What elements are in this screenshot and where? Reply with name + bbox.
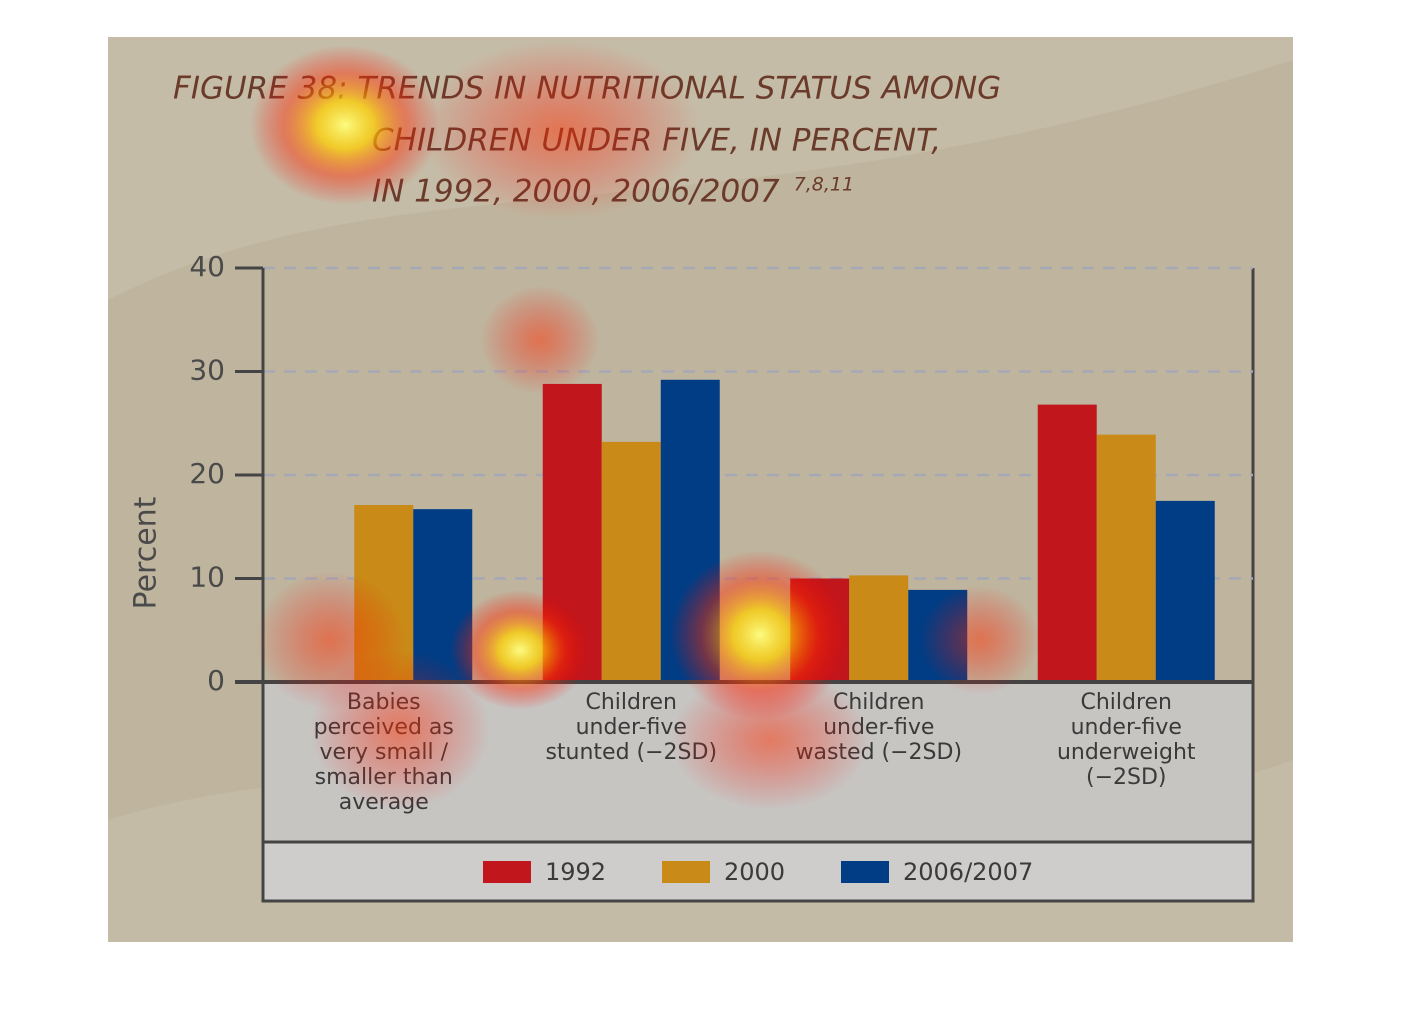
- bar: [849, 575, 909, 682]
- legend-swatch: [483, 861, 531, 883]
- bar: [660, 379, 720, 682]
- y-tick-label: 0: [207, 664, 225, 697]
- legend-label: 1992: [545, 858, 606, 886]
- bar: [354, 505, 414, 682]
- y-tick-label: 20: [189, 457, 225, 490]
- bar: [1155, 500, 1215, 682]
- chart-title: FIGURE 38: TRENDS IN NUTRITIONAL STATUS …: [173, 71, 1001, 107]
- legend-label: 2006/2007: [903, 858, 1033, 886]
- legend-swatch: [662, 861, 710, 883]
- title-note: 7,8,11: [794, 174, 854, 196]
- bar: [790, 578, 850, 682]
- chart-title: CHILDREN UNDER FIVE, IN PERCENT,: [372, 123, 941, 159]
- legend-label: 2000: [724, 858, 785, 886]
- y-axis-title: Percent: [129, 496, 164, 609]
- x-tick-label: Children under-five underweight (−2SD): [1057, 690, 1196, 790]
- bar: [601, 441, 661, 682]
- bar: [1037, 404, 1097, 682]
- legend-swatch: [841, 861, 889, 883]
- legend-box: [261, 840, 1255, 903]
- y-tick-label: 40: [189, 250, 225, 283]
- bar: [413, 509, 473, 682]
- y-tick-label: 10: [189, 561, 225, 594]
- chart-title: IN 1992, 2000, 2006/2007: [372, 174, 780, 210]
- y-tick-label: 30: [189, 354, 225, 387]
- bar: [1096, 434, 1156, 682]
- bar: [542, 383, 602, 682]
- bar: [908, 589, 968, 682]
